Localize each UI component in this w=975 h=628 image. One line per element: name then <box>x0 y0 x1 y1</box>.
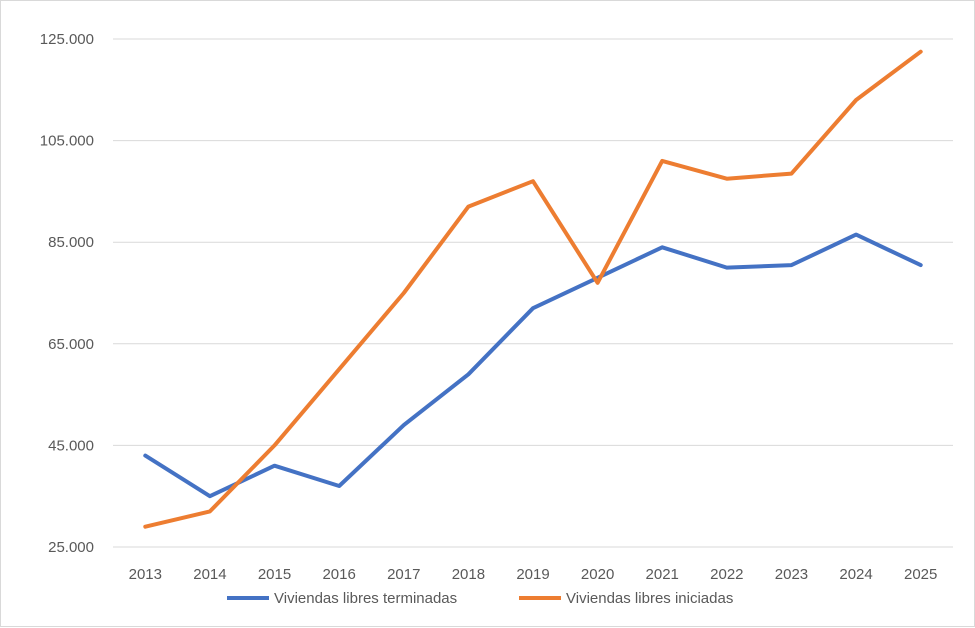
series-line-1 <box>143 49 923 529</box>
series-line-0 <box>143 232 923 499</box>
x-axis-ticks: 2013 2014 2015 2016 2017 2018 2019 2020 2021 2022… <box>129 566 938 583</box>
series-lines <box>143 49 923 529</box>
y-tick-label: 125.000 <box>40 31 94 48</box>
x-tick-label: 2024 <box>839 566 872 583</box>
x-tick-label: 2013 <box>129 566 162 583</box>
x-tick-label: 2017 <box>387 566 420 583</box>
legend: Viviendas libres terminadas Viviendas lib… <box>227 590 733 607</box>
y-tick-label: 65.000 <box>48 336 94 353</box>
y-tick-label: 85.000 <box>48 234 94 251</box>
legend-label-1: Viviendas libres iniciadas <box>566 590 733 607</box>
x-tick-label: 2014 <box>193 566 226 583</box>
x-tick-label: 2023 <box>775 566 808 583</box>
legend-label-0: Viviendas libres terminadas <box>274 590 457 607</box>
x-tick-label: 2018 <box>452 566 485 583</box>
y-tick-label: 105.000 <box>40 133 94 150</box>
y-tick-label: 25.000 <box>48 539 94 556</box>
y-axis-ticks: 25.000 45.000 65.000 85.000 105.000 125.000 <box>40 31 94 556</box>
grid-lines <box>113 38 953 548</box>
x-tick-label: 2019 <box>516 566 549 583</box>
x-tick-label: 2021 <box>646 566 679 583</box>
x-tick-label: 2022 <box>710 566 743 583</box>
x-tick-label: 2025 <box>904 566 937 583</box>
x-tick-label: 2020 <box>581 566 614 583</box>
y-tick-label: 45.000 <box>48 437 94 454</box>
x-tick-label: 2015 <box>258 566 291 583</box>
x-tick-label: 2016 <box>322 566 355 583</box>
